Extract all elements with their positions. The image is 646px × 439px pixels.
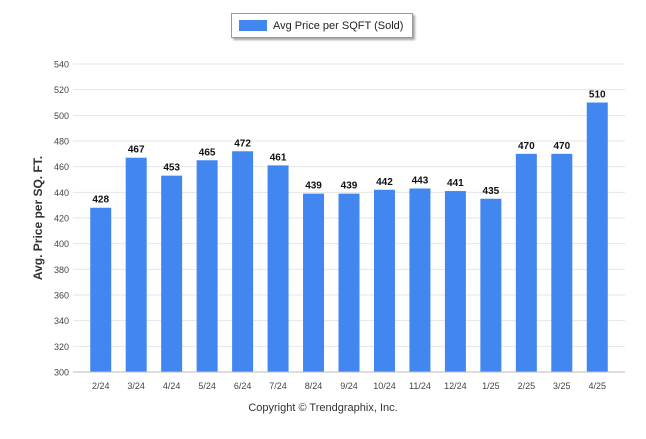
y-tick-label: 380 (54, 265, 69, 275)
bar (551, 153, 573, 372)
x-tick-label: 1/25 (482, 381, 500, 391)
data-label: 465 (199, 147, 216, 158)
x-tick-label: 12/24 (444, 381, 467, 391)
data-label: 470 (553, 141, 570, 152)
bar (515, 153, 537, 372)
data-label: 439 (341, 181, 358, 192)
data-label: 510 (589, 90, 606, 101)
y-tick-label: 480 (54, 137, 69, 147)
bar (161, 175, 183, 372)
data-label: 441 (447, 178, 464, 189)
y-tick-label: 340 (54, 316, 69, 326)
y-tick-label: 300 (54, 368, 69, 378)
data-label: 435 (483, 186, 500, 197)
x-tick-label: 4/24 (163, 381, 181, 391)
y-axis-title: Avg. Price per SQ. FT. (31, 156, 45, 280)
legend-swatch (239, 20, 267, 31)
y-tick-label: 360 (54, 291, 69, 301)
bar (125, 157, 147, 372)
y-tick-label: 320 (54, 342, 69, 352)
legend: Avg Price per SQFT (Sold) (231, 13, 413, 38)
bar (444, 191, 466, 372)
data-label: 453 (163, 163, 180, 174)
y-tick-label: 460 (54, 162, 69, 172)
copyright-footer: Copyright © Trendgraphix, Inc. (248, 402, 398, 414)
data-label: 442 (376, 177, 393, 188)
bar (232, 151, 254, 372)
x-tick-label: 10/24 (373, 381, 396, 391)
y-tick-label: 440 (54, 188, 69, 198)
data-label: 443 (412, 175, 429, 186)
data-label: 472 (234, 138, 251, 149)
data-label: 439 (305, 181, 322, 192)
data-label: 428 (92, 195, 109, 206)
bar (338, 193, 360, 372)
legend-label: Avg Price per SQFT (Sold) (273, 19, 404, 32)
bar (480, 198, 502, 372)
x-tick-label: 4/25 (589, 381, 607, 391)
x-tick-label: 5/24 (198, 381, 216, 391)
y-tick-label: 540 (54, 60, 69, 70)
data-label: 461 (270, 152, 287, 163)
data-label: 467 (128, 145, 145, 156)
x-tick-label: 8/24 (305, 381, 323, 391)
x-tick-label: 2/25 (518, 381, 536, 391)
bar (267, 165, 289, 372)
x-tick-label: 3/25 (553, 381, 571, 391)
bar (303, 193, 325, 372)
bar (373, 189, 395, 372)
y-tick-label: 400 (54, 239, 69, 249)
bar (196, 160, 218, 372)
x-tick-label: 6/24 (234, 381, 252, 391)
bar (586, 102, 608, 372)
x-tick-label: 2/24 (92, 381, 110, 391)
bar (409, 188, 431, 372)
data-label: 470 (518, 141, 535, 152)
y-tick-label: 500 (54, 111, 69, 121)
bar (90, 207, 112, 372)
x-tick-label: 9/24 (340, 381, 358, 391)
y-tick-label: 520 (54, 85, 69, 95)
x-tick-label: 11/24 (409, 381, 431, 391)
x-tick-label: 3/24 (127, 381, 145, 391)
y-tick-label: 420 (54, 214, 69, 224)
x-tick-label: 7/24 (269, 381, 287, 391)
